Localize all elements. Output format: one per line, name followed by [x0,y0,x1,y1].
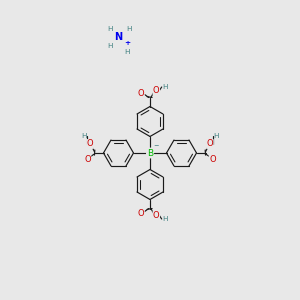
Text: −: − [153,142,159,148]
Text: H: H [107,43,113,49]
Text: H: H [213,133,219,139]
Text: O: O [84,155,91,164]
Text: O: O [153,86,160,95]
Text: O: O [138,88,144,98]
Text: H: H [107,26,112,32]
Text: O: O [209,155,216,164]
Text: O: O [153,211,160,220]
Text: O: O [207,140,213,148]
Text: H: H [81,133,87,139]
Text: O: O [138,208,144,217]
Text: O: O [87,140,93,148]
Text: H: H [124,50,130,56]
Text: H: H [126,26,131,32]
Text: N: N [114,32,123,43]
Text: +: + [124,40,130,46]
Text: B: B [147,148,153,158]
Text: H: H [162,84,167,90]
Text: H: H [162,216,167,222]
